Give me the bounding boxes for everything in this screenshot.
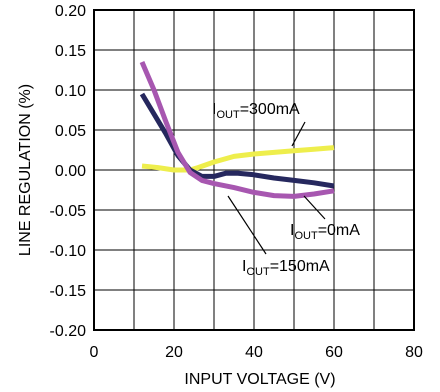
series-label-0: IOUT=300mA bbox=[212, 101, 300, 121]
series-line-0 bbox=[141, 145, 335, 173]
y-tick-label: -0.20 bbox=[50, 323, 87, 340]
series-label-1: IOUT=0mA bbox=[290, 222, 360, 242]
tick-labels: 0 20 40 60 80 0.20 0.15 0.10 0.05 0.00 -0.05 -0.10 -… bbox=[50, 3, 423, 361]
series-lines bbox=[139, 61, 335, 199]
x-tick-label: 20 bbox=[165, 344, 183, 361]
y-tick-label: -0.15 bbox=[50, 283, 87, 300]
y-tick-label: -0.05 bbox=[50, 203, 87, 220]
x-tick-label: 80 bbox=[405, 344, 423, 361]
y-axis-label: LINE REGULATION (%) bbox=[17, 84, 34, 256]
x-axis-label: INPUT VOLTAGE (V) bbox=[184, 371, 335, 388]
plot-frame bbox=[93, 9, 415, 331]
y-tick-label: 0.20 bbox=[55, 3, 86, 20]
series-callouts: IOUT=300mA IOUT=0mA IOUT=150mA bbox=[212, 101, 360, 278]
series-line-2 bbox=[139, 61, 335, 199]
x-tick-label: 60 bbox=[325, 344, 343, 361]
y-tick-label: 0.10 bbox=[55, 83, 86, 100]
y-tick-label: -0.10 bbox=[50, 243, 87, 260]
x-tick-label: 0 bbox=[90, 344, 99, 361]
series-line-1 bbox=[139, 92, 335, 189]
y-tick-label: 0.00 bbox=[55, 163, 86, 180]
y-tick-label: 0.05 bbox=[55, 123, 86, 140]
callout-leader-line bbox=[227, 195, 267, 255]
y-tick-label: 0.15 bbox=[55, 43, 86, 60]
x-tick-label: 40 bbox=[245, 344, 263, 361]
grid bbox=[94, 10, 414, 330]
callout-leader-line bbox=[303, 195, 326, 220]
series-label-2: IOUT=150mA bbox=[242, 258, 330, 278]
callout-leader-line bbox=[291, 121, 306, 147]
